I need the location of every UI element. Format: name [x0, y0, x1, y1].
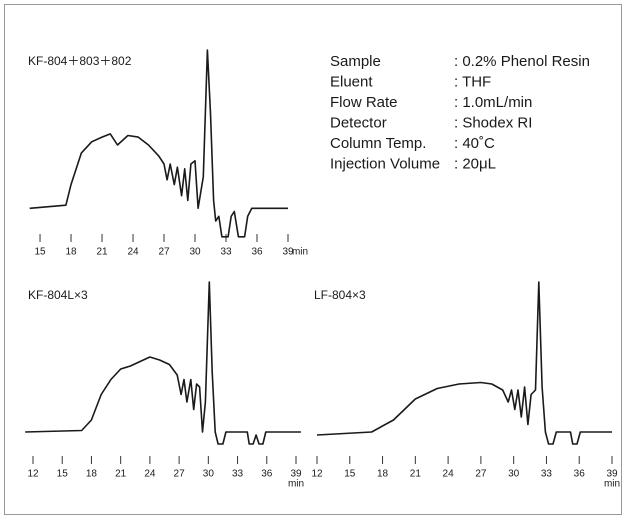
- trace: [316, 281, 612, 445]
- condition-value: : 0.2% Phenol Resin: [454, 53, 590, 70]
- x-tick-label: 21: [96, 247, 108, 258]
- x-tick-label: 39: [282, 247, 294, 258]
- condition-value: : THF: [454, 73, 491, 90]
- chart-title: KF-804＋803＋802: [28, 54, 132, 68]
- x-tick-label: 15: [57, 469, 69, 480]
- x-tick-label: 33: [541, 469, 553, 480]
- condition-value: : 1.0mL/min: [454, 94, 532, 111]
- x-tick-label: 39: [290, 469, 302, 480]
- x-axis-label: min: [288, 479, 304, 490]
- x-tick-label: 30: [508, 469, 520, 480]
- condition-name: Flow Rate: [330, 94, 398, 111]
- x-tick-label: 18: [86, 469, 98, 480]
- chart-title: LF-804×3: [314, 288, 366, 302]
- x-tick-label: 27: [174, 469, 186, 480]
- x-tick-label: 39: [606, 469, 618, 480]
- x-tick-label: 36: [574, 469, 586, 480]
- chart-title: KF-804L×3: [28, 288, 88, 302]
- x-tick-label: 12: [27, 469, 39, 480]
- condition-name: Column Temp.: [330, 135, 426, 152]
- x-axis-label: min: [292, 247, 308, 258]
- condition-value: : Shodex RI: [454, 114, 532, 131]
- x-tick-label: 36: [261, 469, 273, 480]
- x-tick-label: 21: [115, 469, 127, 480]
- condition-name: Eluent: [330, 73, 373, 90]
- condition-name: Sample: [330, 53, 381, 70]
- condition-name: Detector: [330, 114, 387, 131]
- x-tick-label: 21: [410, 469, 422, 480]
- condition-name: Injection Volume: [330, 155, 440, 172]
- x-tick-label: 12: [311, 469, 323, 480]
- x-tick-label: 24: [127, 247, 139, 258]
- x-tick-label: 33: [220, 247, 232, 258]
- condition-value: : 40˚C: [454, 135, 495, 152]
- x-tick-label: 24: [443, 469, 455, 480]
- x-tick-label: 15: [34, 247, 46, 258]
- trace: [25, 281, 301, 445]
- x-tick-label: 18: [377, 469, 389, 480]
- x-tick-label: 30: [203, 469, 215, 480]
- frame: [4, 4, 622, 515]
- x-tick-label: 27: [475, 469, 487, 480]
- x-tick-label: 18: [65, 247, 77, 258]
- x-tick-label: 30: [189, 247, 201, 258]
- x-axis-label: min: [604, 479, 620, 490]
- trace: [29, 49, 288, 238]
- condition-value: : 20μL: [454, 155, 496, 172]
- x-tick-label: 15: [344, 469, 356, 480]
- x-tick-label: 36: [251, 247, 263, 258]
- x-tick-label: 24: [144, 469, 156, 480]
- x-tick-label: 27: [158, 247, 170, 258]
- x-tick-label: 33: [232, 469, 244, 480]
